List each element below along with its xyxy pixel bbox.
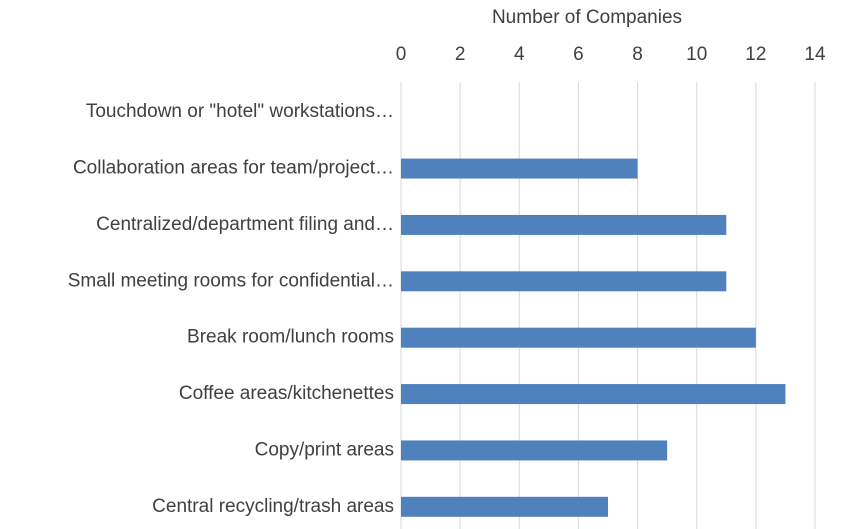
bar bbox=[401, 327, 756, 348]
bar bbox=[401, 271, 727, 292]
x-tick-label: 12 bbox=[745, 44, 766, 65]
bar bbox=[401, 158, 638, 179]
y-tick-label: Collaboration areas for team/project… bbox=[73, 158, 394, 179]
y-tick-label: Centralized/department filing and… bbox=[96, 214, 394, 235]
y-tick-label: Copy/print areas bbox=[255, 439, 394, 460]
x-tick-label: 6 bbox=[573, 44, 584, 65]
y-tick-label: Central recycling/trash areas bbox=[152, 496, 394, 517]
x-tick-label: 2 bbox=[455, 44, 466, 65]
y-tick-label: Small meeting rooms for confidential… bbox=[68, 270, 394, 291]
x-tick-label: 8 bbox=[632, 44, 643, 65]
y-tick-label: Break room/lunch rooms bbox=[187, 327, 394, 348]
bar bbox=[401, 496, 608, 517]
axis-title: Number of Companies bbox=[492, 7, 682, 28]
x-tick-label: 0 bbox=[396, 44, 407, 65]
y-tick-label: Touchdown or "hotel" workstations… bbox=[86, 101, 394, 122]
bar bbox=[401, 384, 786, 405]
bar bbox=[401, 440, 668, 461]
x-tick-label: 14 bbox=[804, 44, 826, 65]
x-tick-label: 10 bbox=[686, 44, 707, 65]
y-tick-label: Coffee areas/kitchenettes bbox=[179, 383, 394, 404]
bar bbox=[401, 214, 727, 235]
x-tick-label: 4 bbox=[514, 44, 525, 65]
